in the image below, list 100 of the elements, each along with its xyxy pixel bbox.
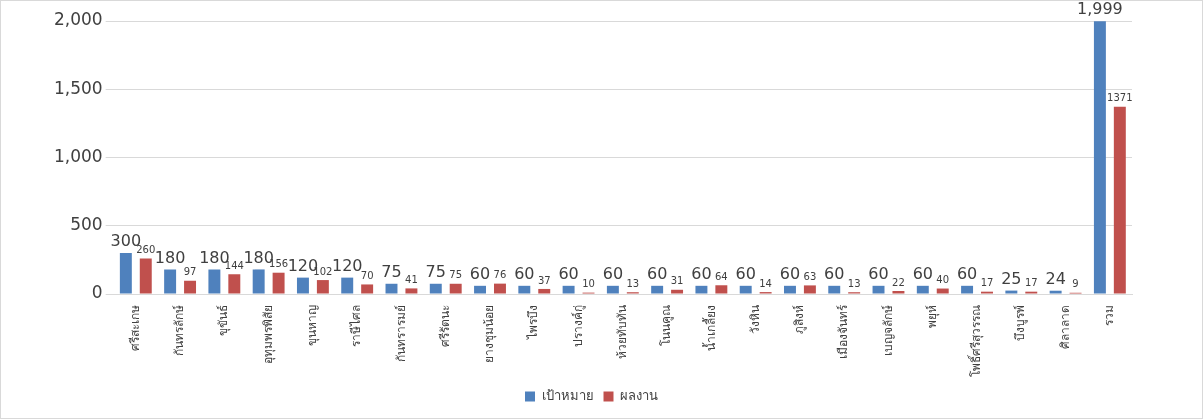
y-tick-label: 0 — [91, 282, 103, 303]
data-label: 120 — [331, 255, 363, 275]
x-tick-label: ภูสิงห์ — [792, 305, 808, 334]
y-tick-label: 1,500 — [54, 77, 103, 98]
data-label: 60 — [691, 263, 712, 283]
bar — [784, 285, 796, 294]
bar — [449, 283, 462, 294]
bar — [739, 285, 752, 294]
bar — [695, 285, 708, 294]
bar — [538, 288, 551, 294]
bar — [651, 285, 664, 294]
x-tick-label: ห้วยทับทัน — [614, 305, 629, 359]
x-tick-label: ไพรบึง — [526, 305, 541, 340]
data-label: 60 — [779, 263, 801, 283]
bar — [961, 285, 974, 294]
bar — [316, 280, 329, 294]
data-label: 25 — [1001, 268, 1022, 288]
data-label: 63 — [803, 270, 817, 282]
x-tick-label: เมืองจันทร์ — [836, 304, 851, 359]
data-label: 60 — [912, 263, 933, 283]
data-label: 14 — [759, 277, 772, 289]
x-tick-label: ราษีไศล — [349, 305, 364, 347]
bar — [385, 283, 398, 294]
bar — [361, 284, 374, 294]
data-label: 17 — [1024, 277, 1038, 289]
x-tick-label: เบญจลักษ์ — [880, 305, 895, 356]
bar — [518, 285, 531, 294]
bar — [429, 283, 442, 294]
bar — [252, 269, 265, 294]
x-tick-label: วังหิน — [747, 305, 762, 334]
bar — [1093, 21, 1106, 294]
x-tick-label: กันทรารมย์ — [393, 305, 408, 362]
bar — [119, 253, 132, 294]
x-tick-label: ศิลาลาด — [1057, 305, 1072, 349]
data-label: 180 — [154, 247, 186, 267]
data-label: 75 — [425, 261, 446, 281]
bar — [828, 285, 841, 294]
data-label: 97 — [183, 266, 197, 278]
bar — [208, 269, 221, 294]
data-label: 37 — [537, 274, 551, 286]
data-label: 13 — [847, 277, 861, 289]
data-label: 22 — [892, 276, 905, 288]
bar — [1049, 290, 1062, 294]
x-tick-label: พยุห์ — [924, 305, 940, 328]
x-tick-label: ปรางค์กู่ — [570, 305, 586, 347]
data-label: 60 — [824, 263, 845, 283]
bar — [493, 283, 506, 294]
data-label: 9 — [1072, 278, 1079, 290]
bar — [562, 285, 575, 294]
bar — [916, 285, 929, 294]
data-label: 13 — [626, 277, 640, 289]
bar — [936, 288, 949, 294]
x-tick-label: รวม — [1101, 305, 1116, 326]
data-label: 60 — [514, 263, 535, 283]
data-label: 76 — [493, 269, 507, 281]
y-tick-label: 1,000 — [54, 145, 103, 166]
data-label: 60 — [646, 263, 668, 283]
bar — [1005, 290, 1018, 294]
data-label: 70 — [360, 270, 374, 282]
bar — [606, 285, 619, 294]
y-tick-label: 500 — [70, 214, 103, 235]
x-tick-label: น้ำเกลี้ยง — [701, 305, 718, 351]
x-tick-label: กันทรลักษ์ — [172, 305, 187, 356]
bar — [272, 272, 285, 294]
bar — [803, 285, 816, 294]
data-label: 17 — [980, 277, 994, 289]
x-tick-label: ขุขันธ์ — [216, 305, 232, 336]
x-tick-label: ยางชุมน้อย — [482, 305, 498, 363]
x-tick-label: ขุนหาญ — [305, 305, 321, 346]
data-label: 64 — [714, 270, 728, 282]
bar — [228, 274, 241, 294]
data-label: 1,999 — [1076, 0, 1123, 19]
data-label: 10 — [582, 278, 595, 290]
data-label: 75 — [381, 261, 402, 281]
y-tick-label: 2,000 — [54, 9, 103, 30]
data-label: 60 — [868, 263, 889, 283]
bar — [671, 289, 684, 294]
bar — [474, 285, 487, 294]
bar — [405, 288, 418, 294]
bar — [164, 269, 177, 294]
bar — [715, 285, 728, 294]
x-tick-label: ศรีสะเกษ — [127, 305, 142, 351]
bar — [139, 258, 152, 294]
x-tick-label: โพธิ์ศรีสุวรรณ — [967, 305, 985, 377]
x-tick-label: อุทุมพรพิสัย — [260, 305, 276, 364]
legend-label: เป้าหมาย — [541, 387, 594, 403]
data-label: 60 — [469, 263, 491, 283]
data-label: 31 — [670, 275, 684, 287]
data-label: 40 — [936, 274, 950, 286]
bar — [341, 277, 354, 294]
data-label: 60 — [735, 263, 756, 283]
x-tick-label: บึงบูรพ์ — [1013, 305, 1029, 341]
data-label: 1371 — [1107, 92, 1133, 104]
data-label: 41 — [405, 274, 418, 285]
legend-label: ผลงาน — [620, 387, 658, 403]
bar — [1113, 106, 1126, 294]
bar — [184, 280, 197, 294]
bar — [872, 285, 885, 294]
data-label: 24 — [1045, 268, 1066, 288]
x-tick-label: โนนคูณ — [659, 305, 675, 346]
